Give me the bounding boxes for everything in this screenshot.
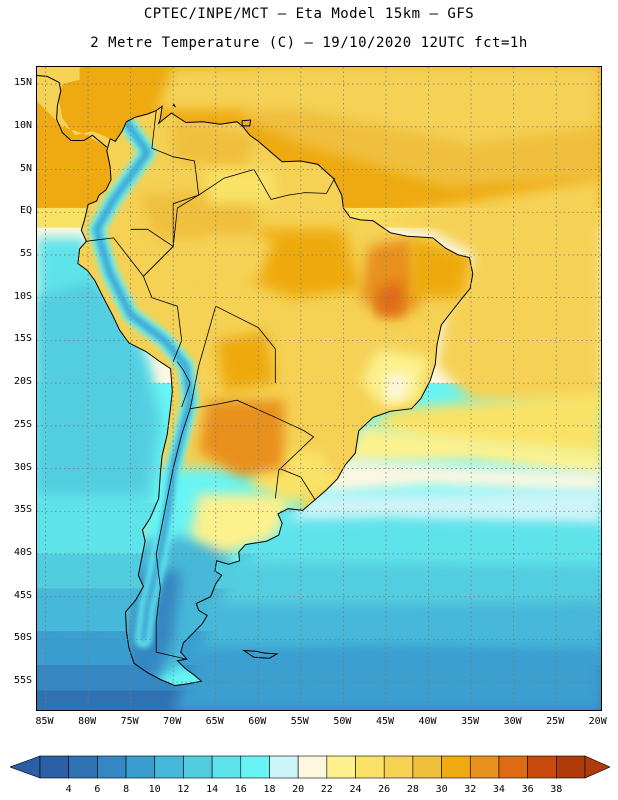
- trinidad-island: [241, 119, 252, 127]
- longitude-tick-label: 50W: [333, 716, 352, 727]
- colorbar-level-label: 6: [94, 784, 101, 795]
- colorbar-swatch: [355, 755, 385, 779]
- caribbean-warm-area: [156, 67, 599, 144]
- central-america-coastline: [37, 75, 108, 148]
- temperature-map: [36, 66, 602, 711]
- northeast-hot-spot: [377, 280, 403, 315]
- colorbar-level-label: 22: [320, 784, 333, 795]
- atlantic-tropical-area: [360, 178, 601, 409]
- colorbar-level-label: 32: [464, 784, 477, 795]
- map-title-line-2: 2 Metre Temperature (C) – 19/10/2020 12U…: [90, 35, 528, 51]
- longitude-tick-label: 75W: [120, 716, 139, 727]
- latitude-tick-label: 55S: [13, 675, 32, 687]
- latitude-tick-label: 15N: [13, 77, 32, 89]
- latitude-tick-label: 50S: [13, 632, 32, 644]
- amazon-east-area: [249, 229, 361, 298]
- colorbar-swatch: [326, 755, 356, 779]
- colorbar-level-label: 12: [177, 784, 190, 795]
- temperature-colorbar: [10, 755, 610, 779]
- bolivian-lowlands-area: [215, 331, 276, 392]
- map-title-line-1: CPTEC/INPE/MCT – Eta Model 15km – GFS: [143, 6, 475, 22]
- colorbar-swatch: [240, 755, 270, 779]
- latitude-tick-label: EQ: [19, 205, 32, 217]
- south-america-coastline: [77, 105, 474, 687]
- colorbar-swatch: [297, 755, 328, 779]
- colorbar-level-label: 20: [292, 784, 305, 795]
- latitude-tick-label: 45S: [13, 589, 32, 601]
- longitude-tick-label: 20W: [588, 716, 607, 727]
- longitude-tick-label: 85W: [35, 716, 54, 727]
- colorbar-level-label: 14: [206, 784, 219, 795]
- bolivia-chile-border: [177, 361, 191, 408]
- colorbar-swatch: [412, 755, 442, 779]
- colorbar-swatch: [556, 755, 586, 779]
- falkland-islands: [241, 649, 279, 659]
- longitude-tick-label: 30W: [503, 716, 522, 727]
- colorbar-swatch: [211, 755, 242, 779]
- colorbar-level-label: 36: [521, 784, 534, 795]
- latitude-tick-label: 10S: [13, 290, 32, 302]
- atlantic-cool-area: [215, 562, 601, 614]
- colorbar-level-label: 18: [263, 784, 276, 795]
- minas-cool-spot: [386, 374, 412, 401]
- latitude-tick-label: 5S: [19, 247, 32, 259]
- colorbar-level-label: 26: [378, 784, 391, 795]
- longitude-tick-label: 35W: [461, 716, 480, 727]
- colorbar-level-label: 34: [492, 784, 505, 795]
- atlantic-subtropical-area: [368, 391, 601, 460]
- south-atlantic-coldest-area: [173, 647, 601, 710]
- guianas-border: [253, 169, 336, 200]
- colorbar-swatch: [383, 755, 414, 779]
- atlantic-mid-lat-area: [241, 519, 601, 571]
- aruba-island: [172, 103, 177, 108]
- latitude-tick-label: 5N: [19, 162, 32, 174]
- colorbar-swatch: [469, 755, 500, 779]
- colorbar-swatch: [498, 755, 528, 779]
- chaco-hot-area: [198, 400, 284, 478]
- latitude-tick-label: 35S: [13, 504, 32, 516]
- colorbar-swatch: [527, 755, 557, 779]
- colorbar-swatch: [269, 755, 299, 779]
- colorbar-swatch: [125, 755, 156, 779]
- longitude-tick-label: 45W: [375, 716, 395, 727]
- longitude-tick-label: 65W: [205, 716, 224, 727]
- latitude-tick-label: 15S: [13, 333, 32, 345]
- andes-border: [155, 408, 191, 660]
- colorbar-left-arrow: [10, 755, 41, 779]
- colorbar-level-label: 8: [123, 784, 130, 795]
- atlantic-warm-tongue-area: [343, 425, 601, 477]
- latitude-tick-label: 40S: [13, 547, 32, 558]
- latitude-tick-label: 25S: [13, 418, 32, 430]
- colorbar-level-label: 4: [65, 784, 72, 795]
- longitude-tick-label: 25W: [546, 716, 565, 727]
- colorbar-right-arrow: [584, 755, 610, 779]
- colorbar-level-label: 38: [550, 784, 563, 795]
- colorbar-level-label: 30: [435, 784, 448, 795]
- colorbar-level-label: 16: [234, 784, 247, 795]
- colombia-venezuela-border: [151, 110, 200, 247]
- colorbar-swatch: [39, 755, 69, 779]
- colorbar-swatch: [68, 755, 98, 779]
- colorbar-level-label: 10: [148, 784, 161, 795]
- atlantic-cooler-area: [283, 489, 601, 529]
- temperature-map-canvas: [37, 67, 601, 710]
- colorbar-swatch: [441, 755, 471, 779]
- colorbar-level-label: 28: [406, 784, 419, 795]
- south-atlantic-cold-area: [198, 605, 601, 657]
- longitude-tick-label: 70W: [163, 716, 182, 727]
- longitude-tick-label: 40W: [418, 716, 437, 727]
- colorbar-level-label: 24: [349, 784, 362, 795]
- guiana-highlands-area: [207, 169, 276, 204]
- latitude-tick-label: 10N: [13, 119, 32, 131]
- peru-north-border: [85, 228, 174, 277]
- longitude-tick-label: 60W: [248, 716, 267, 727]
- colorbar-swatch: [183, 755, 213, 779]
- longitude-tick-label: 55W: [290, 716, 309, 727]
- colorbar-swatch: [97, 755, 127, 779]
- latitude-tick-label: 30S: [13, 461, 32, 473]
- colorbar-swatch: [154, 755, 184, 779]
- longitude-tick-label: 80W: [78, 716, 97, 727]
- maranhao-piaui-area: [360, 237, 420, 324]
- latitude-tick-label: 20S: [13, 376, 32, 388]
